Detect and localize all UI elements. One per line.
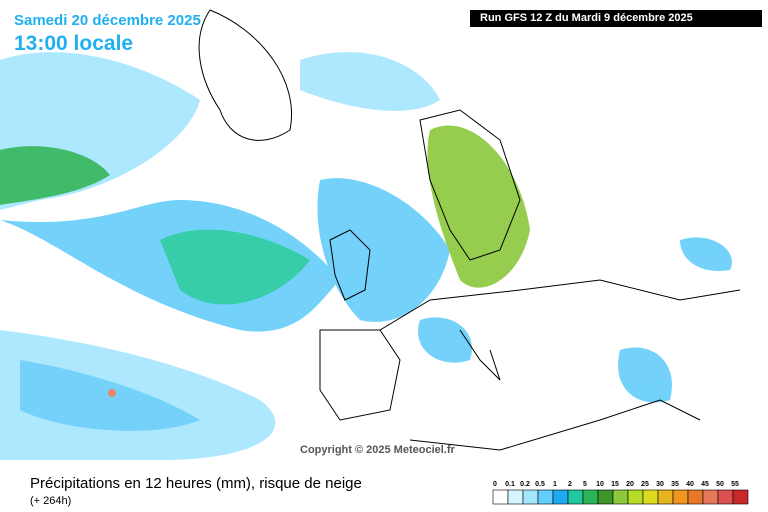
legend-swatch: [687, 489, 704, 505]
legend-label: 5: [583, 481, 587, 488]
legend-label: 40: [686, 481, 694, 488]
legend-label: 2: [568, 481, 572, 488]
forecast-date: Samedi 20 décembre 2025: [14, 12, 201, 29]
legend-swatch: [612, 489, 629, 505]
legend-label: 45: [701, 481, 709, 488]
legend-swatch: [717, 489, 734, 505]
legend-label: 10: [596, 481, 604, 488]
legend-label: 25: [641, 481, 649, 488]
legend-label: 0.1: [505, 481, 515, 488]
footer-subtitle: (+ 264h): [30, 495, 72, 507]
legend-label: 20: [626, 481, 634, 488]
coastlines: [198, 9, 741, 451]
legend-label: 0.2: [520, 481, 530, 488]
legend-swatch: [732, 489, 749, 505]
legend-label: 15: [611, 481, 619, 488]
legend-swatch: [522, 489, 539, 505]
legend-label: 50: [716, 481, 724, 488]
copyright: Copyright © 2025 Meteociel.fr: [300, 444, 455, 456]
legend-swatch: [492, 489, 509, 505]
legend-label: 1: [553, 481, 557, 488]
forecast-time: 13:00 locale: [14, 32, 134, 55]
legend-swatch: [672, 489, 689, 505]
legend-swatch: [597, 489, 614, 505]
legend-label: 0.5: [535, 481, 545, 488]
legend-swatch: [702, 489, 719, 505]
legend-swatch: [537, 489, 554, 505]
legend-swatch: [627, 489, 644, 505]
legend-swatch: [657, 489, 674, 505]
legend-label: 55: [731, 481, 739, 488]
precipitation: [0, 52, 732, 460]
run-info: Run GFS 12 Z du Mardi 9 décembre 2025: [470, 10, 762, 27]
legend-swatch: [507, 489, 524, 505]
legend-swatch: [552, 489, 569, 505]
legend-swatch: [582, 489, 599, 505]
legend-label: 0: [493, 481, 497, 488]
legend-swatch: [567, 489, 584, 505]
legend-label: 35: [671, 481, 679, 488]
legend-label: 30: [656, 481, 664, 488]
footer-title: Précipitations en 12 heures (mm), risque…: [30, 475, 362, 492]
legend-swatch: [642, 489, 659, 505]
map: [0, 9, 741, 460]
